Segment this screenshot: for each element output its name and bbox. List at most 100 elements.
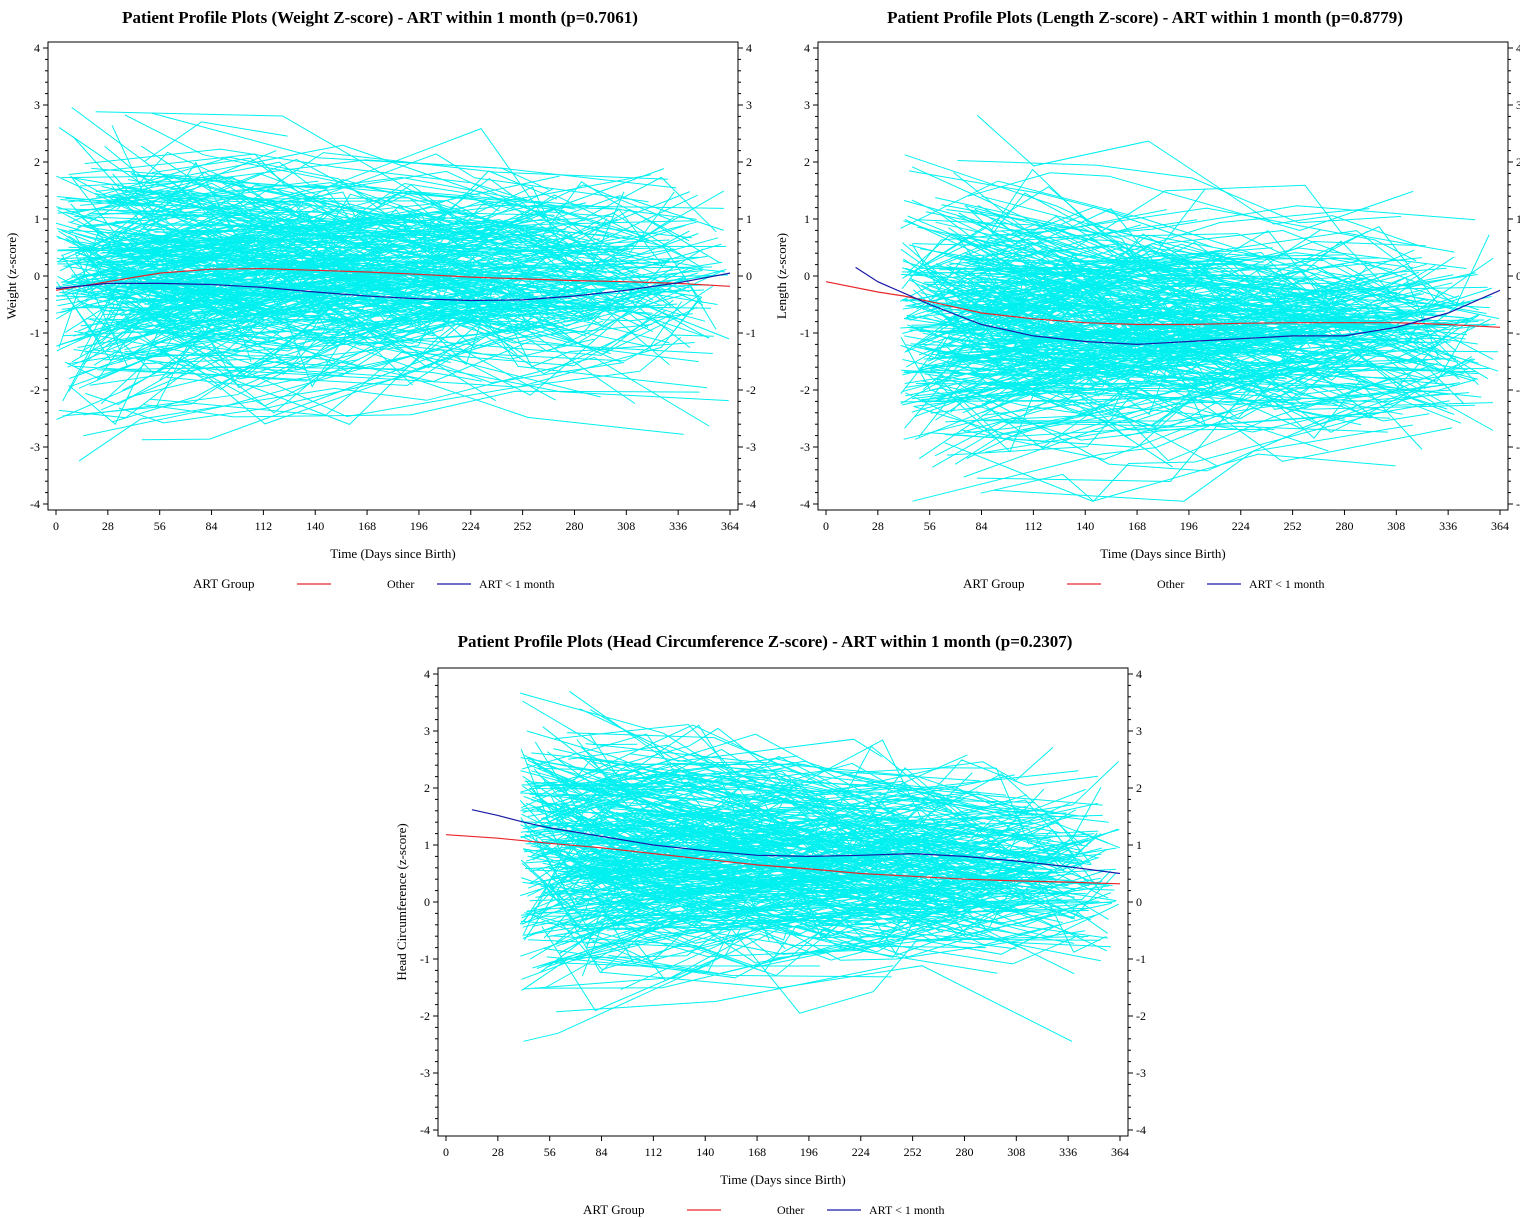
profile-line: [102, 272, 573, 316]
profile-line: [992, 320, 1371, 419]
profile-line: [520, 873, 807, 915]
weight-panel: Patient Profile Plots (Weight Z-score) -…: [0, 0, 760, 600]
y-tick-label-left: 2: [424, 781, 430, 795]
y-tick-label-right: 0: [746, 269, 752, 283]
profile-line: [529, 784, 801, 791]
profile-line: [901, 386, 1476, 410]
y-tick-label-right: -4: [1136, 1123, 1146, 1137]
profile-line: [981, 317, 1473, 414]
profile-line: [569, 690, 882, 793]
y-tick-label-right: -3: [1136, 1066, 1146, 1080]
profile-line: [528, 739, 1119, 831]
profile-line: [85, 322, 452, 405]
y-tick-label-left: -3: [30, 440, 40, 454]
profile-line: [589, 800, 948, 905]
profile-line: [71, 239, 328, 363]
profile-line: [586, 910, 1101, 949]
profile-line: [117, 317, 525, 370]
y-tick-label-left: -1: [800, 326, 810, 340]
profile-line: [143, 121, 288, 163]
profile-line: [520, 801, 825, 838]
profile-line: [605, 733, 1036, 803]
profile-line: [57, 186, 690, 247]
profile-line: [918, 380, 1120, 438]
profile-line: [118, 375, 684, 435]
y-tick-label-left: 3: [424, 724, 430, 738]
profile-line: [559, 864, 1091, 971]
profile-line: [141, 208, 664, 304]
profile-line: [149, 296, 521, 357]
profile-line: [903, 348, 1494, 440]
x-tick-label: 280: [565, 519, 583, 533]
profile-line: [1005, 375, 1268, 427]
x-tick-label: 140: [1076, 519, 1094, 533]
profile-line: [929, 368, 1476, 472]
x-tick-label: 0: [443, 1145, 449, 1159]
y-tick-label-left: -2: [800, 383, 810, 397]
profile-line: [61, 296, 240, 328]
profile-line: [121, 186, 601, 256]
profile-line: [909, 206, 1213, 277]
weight-chart-title: Patient Profile Plots (Weight Z-score) -…: [122, 8, 638, 27]
profile-line: [536, 795, 1053, 870]
y-tick-label-right: -2: [1136, 1009, 1146, 1023]
x-tick-label: 56: [154, 519, 166, 533]
profile-line: [62, 290, 684, 352]
profile-line: [520, 811, 1037, 888]
profile-line: [954, 395, 1373, 465]
y-tick-label-left: -4: [30, 497, 40, 511]
x-tick-label: 364: [1491, 519, 1509, 533]
profile-line: [85, 201, 278, 251]
x-tick-label: 112: [1025, 519, 1043, 533]
profile-line: [594, 806, 942, 869]
profile-line: [976, 373, 1418, 483]
x-tick-label: 0: [823, 519, 829, 533]
mean-line-art: [855, 266, 1501, 346]
profile-line: [556, 874, 1117, 943]
profile-line: [523, 923, 887, 990]
profile-line: [554, 723, 970, 840]
profile-line: [905, 242, 1464, 319]
x-axis-label: Time (Days since Birth): [720, 1172, 846, 1187]
profile-line: [567, 802, 1039, 877]
individual-profile-lines: [55, 106, 730, 462]
profile-line: [971, 276, 1412, 317]
profile-line: [65, 223, 599, 301]
mean-line-other: [55, 267, 731, 291]
y-tick-label-left: -3: [420, 1066, 430, 1080]
legend-label-art: ART < 1 month: [479, 577, 555, 591]
legend-title: ART Group: [193, 576, 254, 591]
y-tick-label-left: 2: [34, 155, 40, 169]
x-tick-label: 28: [102, 519, 114, 533]
profile-line: [522, 700, 638, 746]
profile-line: [986, 361, 1360, 388]
profile-line: [906, 314, 1479, 388]
y-tick-label-right: 4: [746, 41, 752, 55]
y-tick-label-left: -2: [420, 1009, 430, 1023]
profile-line: [559, 884, 1069, 954]
profile-line: [69, 198, 498, 245]
profile-line: [549, 794, 668, 862]
head-circumference-panel: Patient Profile Plots (Head Circumferenc…: [390, 626, 1146, 1218]
x-tick-label: 252: [514, 519, 532, 533]
profile-line: [981, 195, 1457, 299]
profile-line: [521, 733, 714, 823]
profile-line: [904, 154, 1207, 275]
profile-line: [143, 390, 700, 418]
x-tick-label: 308: [1007, 1145, 1025, 1159]
x-tick-label: 280: [1335, 519, 1353, 533]
profile-line: [111, 360, 483, 423]
profile-line: [919, 272, 1420, 332]
x-tick-label: 168: [1128, 519, 1146, 533]
x-tick-label: 196: [800, 1145, 818, 1159]
profile-line: [923, 353, 1173, 468]
y-tick-label-right: 3: [746, 98, 752, 112]
profile-line: [584, 829, 962, 905]
profile-line: [120, 270, 724, 352]
profile-line: [623, 910, 1033, 958]
y-tick-label-left: 1: [804, 212, 810, 226]
profile-line: [56, 161, 382, 291]
y-tick-label-right: -1: [1136, 952, 1146, 966]
profile-line: [924, 330, 1311, 396]
profile-line: [534, 741, 910, 828]
